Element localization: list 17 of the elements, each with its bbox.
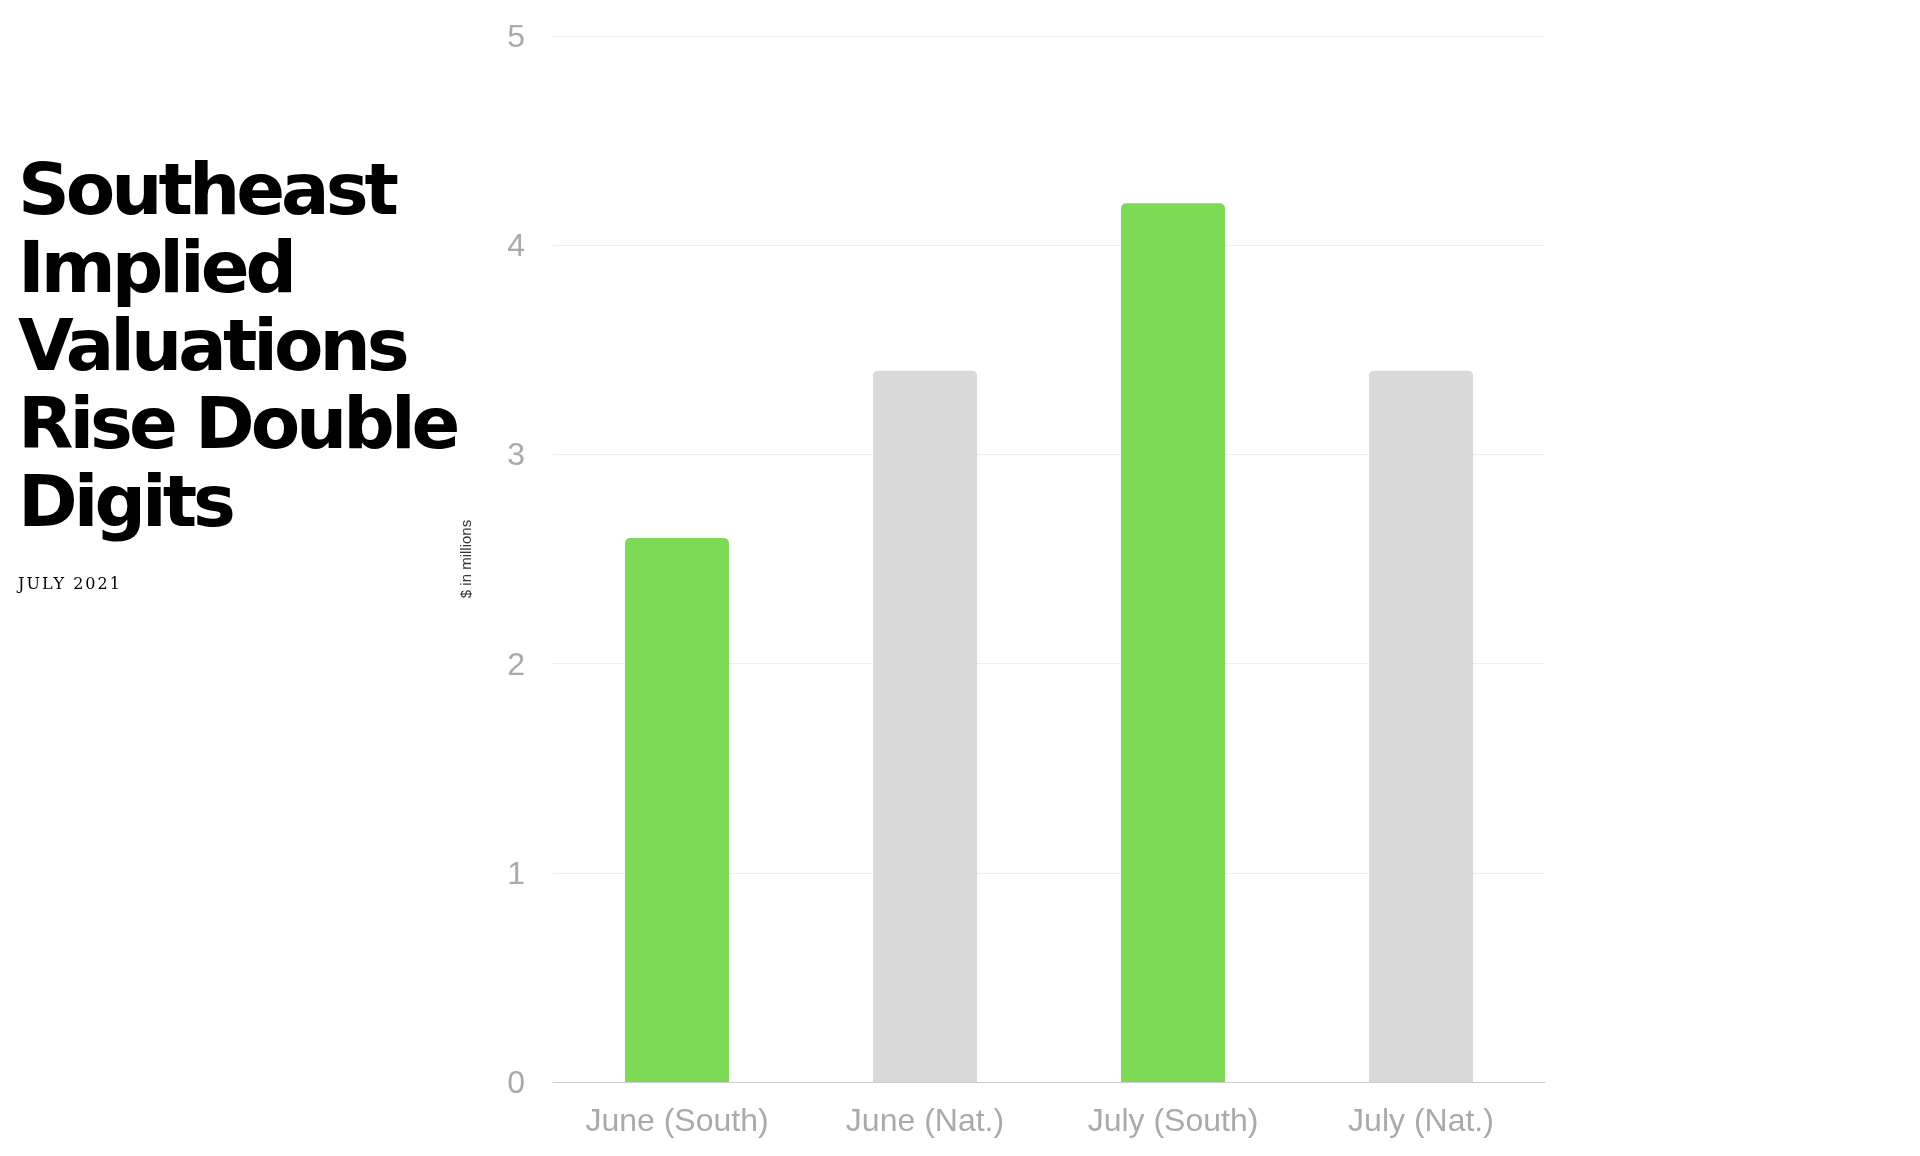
y-tick-label: 2 [507, 645, 525, 682]
y-tick-label: 5 [507, 18, 525, 54]
bar [1121, 203, 1225, 1082]
bar [873, 370, 977, 1082]
x-tick-label: July (South) [1087, 1102, 1259, 1138]
x-tick-label: July (Nat.) [1348, 1102, 1494, 1138]
x-tick-label: June (South) [585, 1102, 769, 1138]
text: Southeast Implied Valuations Rise Double Digits [18, 147, 457, 543]
text: JULY 2021 [18, 574, 122, 593]
y-tick-label: 3 [507, 436, 525, 473]
bar [1369, 370, 1473, 1082]
y-tick-label: 0 [507, 1064, 525, 1100]
y-tick-label: 1 [507, 854, 525, 891]
bar [625, 538, 729, 1082]
x-tick-label: June (Nat.) [845, 1102, 1005, 1138]
y-axis-title: $ in millions [457, 519, 474, 599]
y-tick-label: 4 [507, 227, 525, 264]
